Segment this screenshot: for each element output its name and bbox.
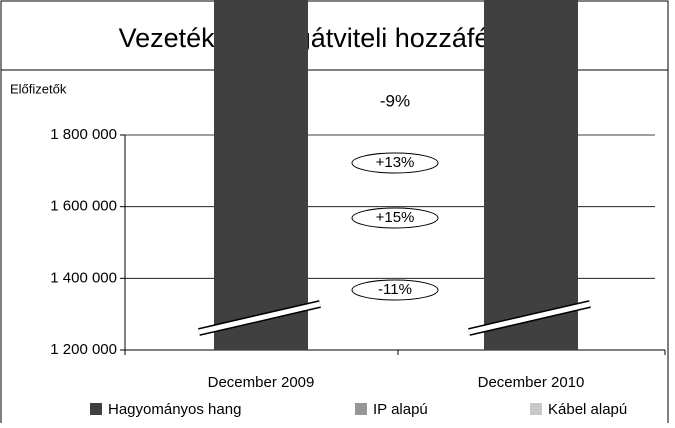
- y-tick-label: 1 600 000: [50, 198, 117, 215]
- axis-break: [198, 301, 321, 335]
- annotation-ellipse: [351, 207, 439, 229]
- annotation: -9%: [380, 91, 410, 110]
- annotation: +13%: [376, 154, 415, 171]
- bar-segment: [484, 0, 578, 351]
- chart-title: Vezetékes hangátviteli hozzáférések: [119, 23, 556, 53]
- x-tick-label: December 2009: [208, 374, 315, 391]
- annotation: -11%: [378, 281, 412, 298]
- legend-swatch: [355, 403, 367, 415]
- legend-label: IP alapú: [373, 401, 428, 418]
- y-axis-label: Előfizetők: [10, 81, 67, 96]
- annotation-ellipse: [351, 152, 439, 174]
- legend-label: Kábel alapú: [548, 401, 627, 418]
- legend-label: Hagyományos hang: [108, 401, 241, 418]
- axis-break: [468, 301, 591, 335]
- legend-swatch: [90, 403, 102, 415]
- x-tick-label: December 2010: [478, 374, 585, 391]
- annotation-ellipse: [351, 279, 439, 301]
- y-tick-label: 1 800 000: [50, 126, 117, 143]
- y-tick-label: 1 200 000: [50, 341, 117, 358]
- y-tick-label: 1 400 000: [50, 269, 117, 286]
- bar-segment: [214, 0, 308, 350]
- annotation: +15%: [376, 209, 415, 226]
- legend-swatch: [530, 403, 542, 415]
